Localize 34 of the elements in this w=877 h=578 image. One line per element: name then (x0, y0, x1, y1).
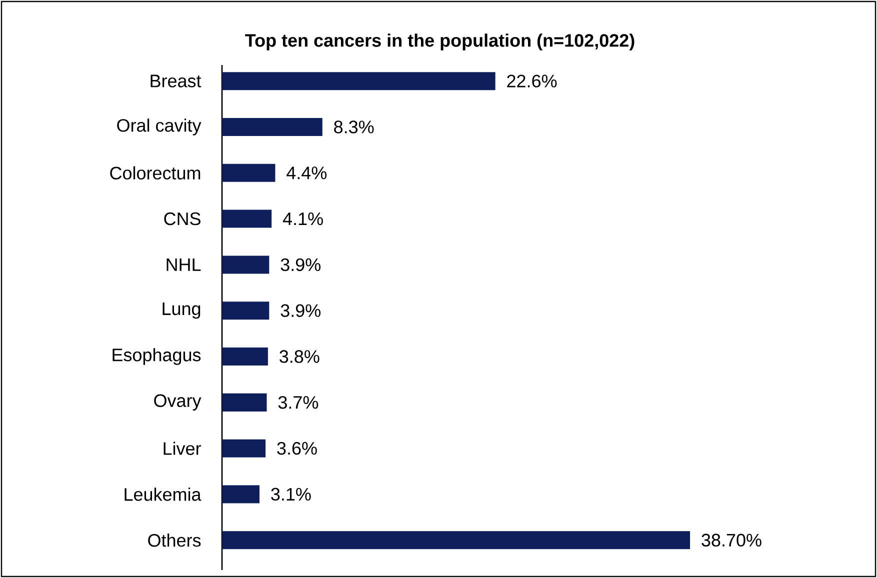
data-label: 4.1% (282, 212, 323, 226)
bar (222, 485, 260, 504)
y-tick-label: Leukemia (124, 488, 202, 501)
data-label: 22.6% (507, 74, 557, 88)
y-tick-label: CNS (164, 212, 200, 226)
bar (222, 531, 690, 550)
bar (222, 302, 270, 320)
bar (222, 210, 272, 228)
bar (222, 393, 267, 412)
bar (222, 72, 496, 90)
y-tick-label: Esophagus (112, 348, 201, 365)
y-tick-label: Ovary (154, 394, 202, 411)
y-tick-label: Breast (150, 74, 202, 88)
data-label: 3.9% (280, 258, 320, 272)
data-label: 3.7% (278, 396, 318, 409)
bar (222, 256, 270, 274)
data-label: 4.4% (286, 166, 327, 180)
y-tick-label: Lung (162, 302, 200, 319)
bar (222, 348, 268, 366)
y-tick-label: Colorectum (110, 166, 200, 180)
y-tick-label: Liver (164, 442, 201, 455)
data-label: 3.9% (280, 304, 320, 317)
bar (222, 118, 322, 136)
y-tick-label: Oral cavity (117, 118, 202, 136)
y-tick-label: Others (148, 534, 201, 547)
bar (222, 439, 266, 458)
data-label: 3.6% (277, 442, 317, 455)
data-label: 3.1% (271, 488, 311, 501)
y-tick-label: NHL (166, 258, 201, 271)
chart-title: Top ten cancers in the population (n=102,022) (245, 34, 634, 50)
data-label: 8.3% (334, 120, 374, 134)
data-label: 3.8% (280, 350, 320, 363)
bar (222, 164, 276, 182)
data-label: 38.70% (702, 534, 762, 547)
